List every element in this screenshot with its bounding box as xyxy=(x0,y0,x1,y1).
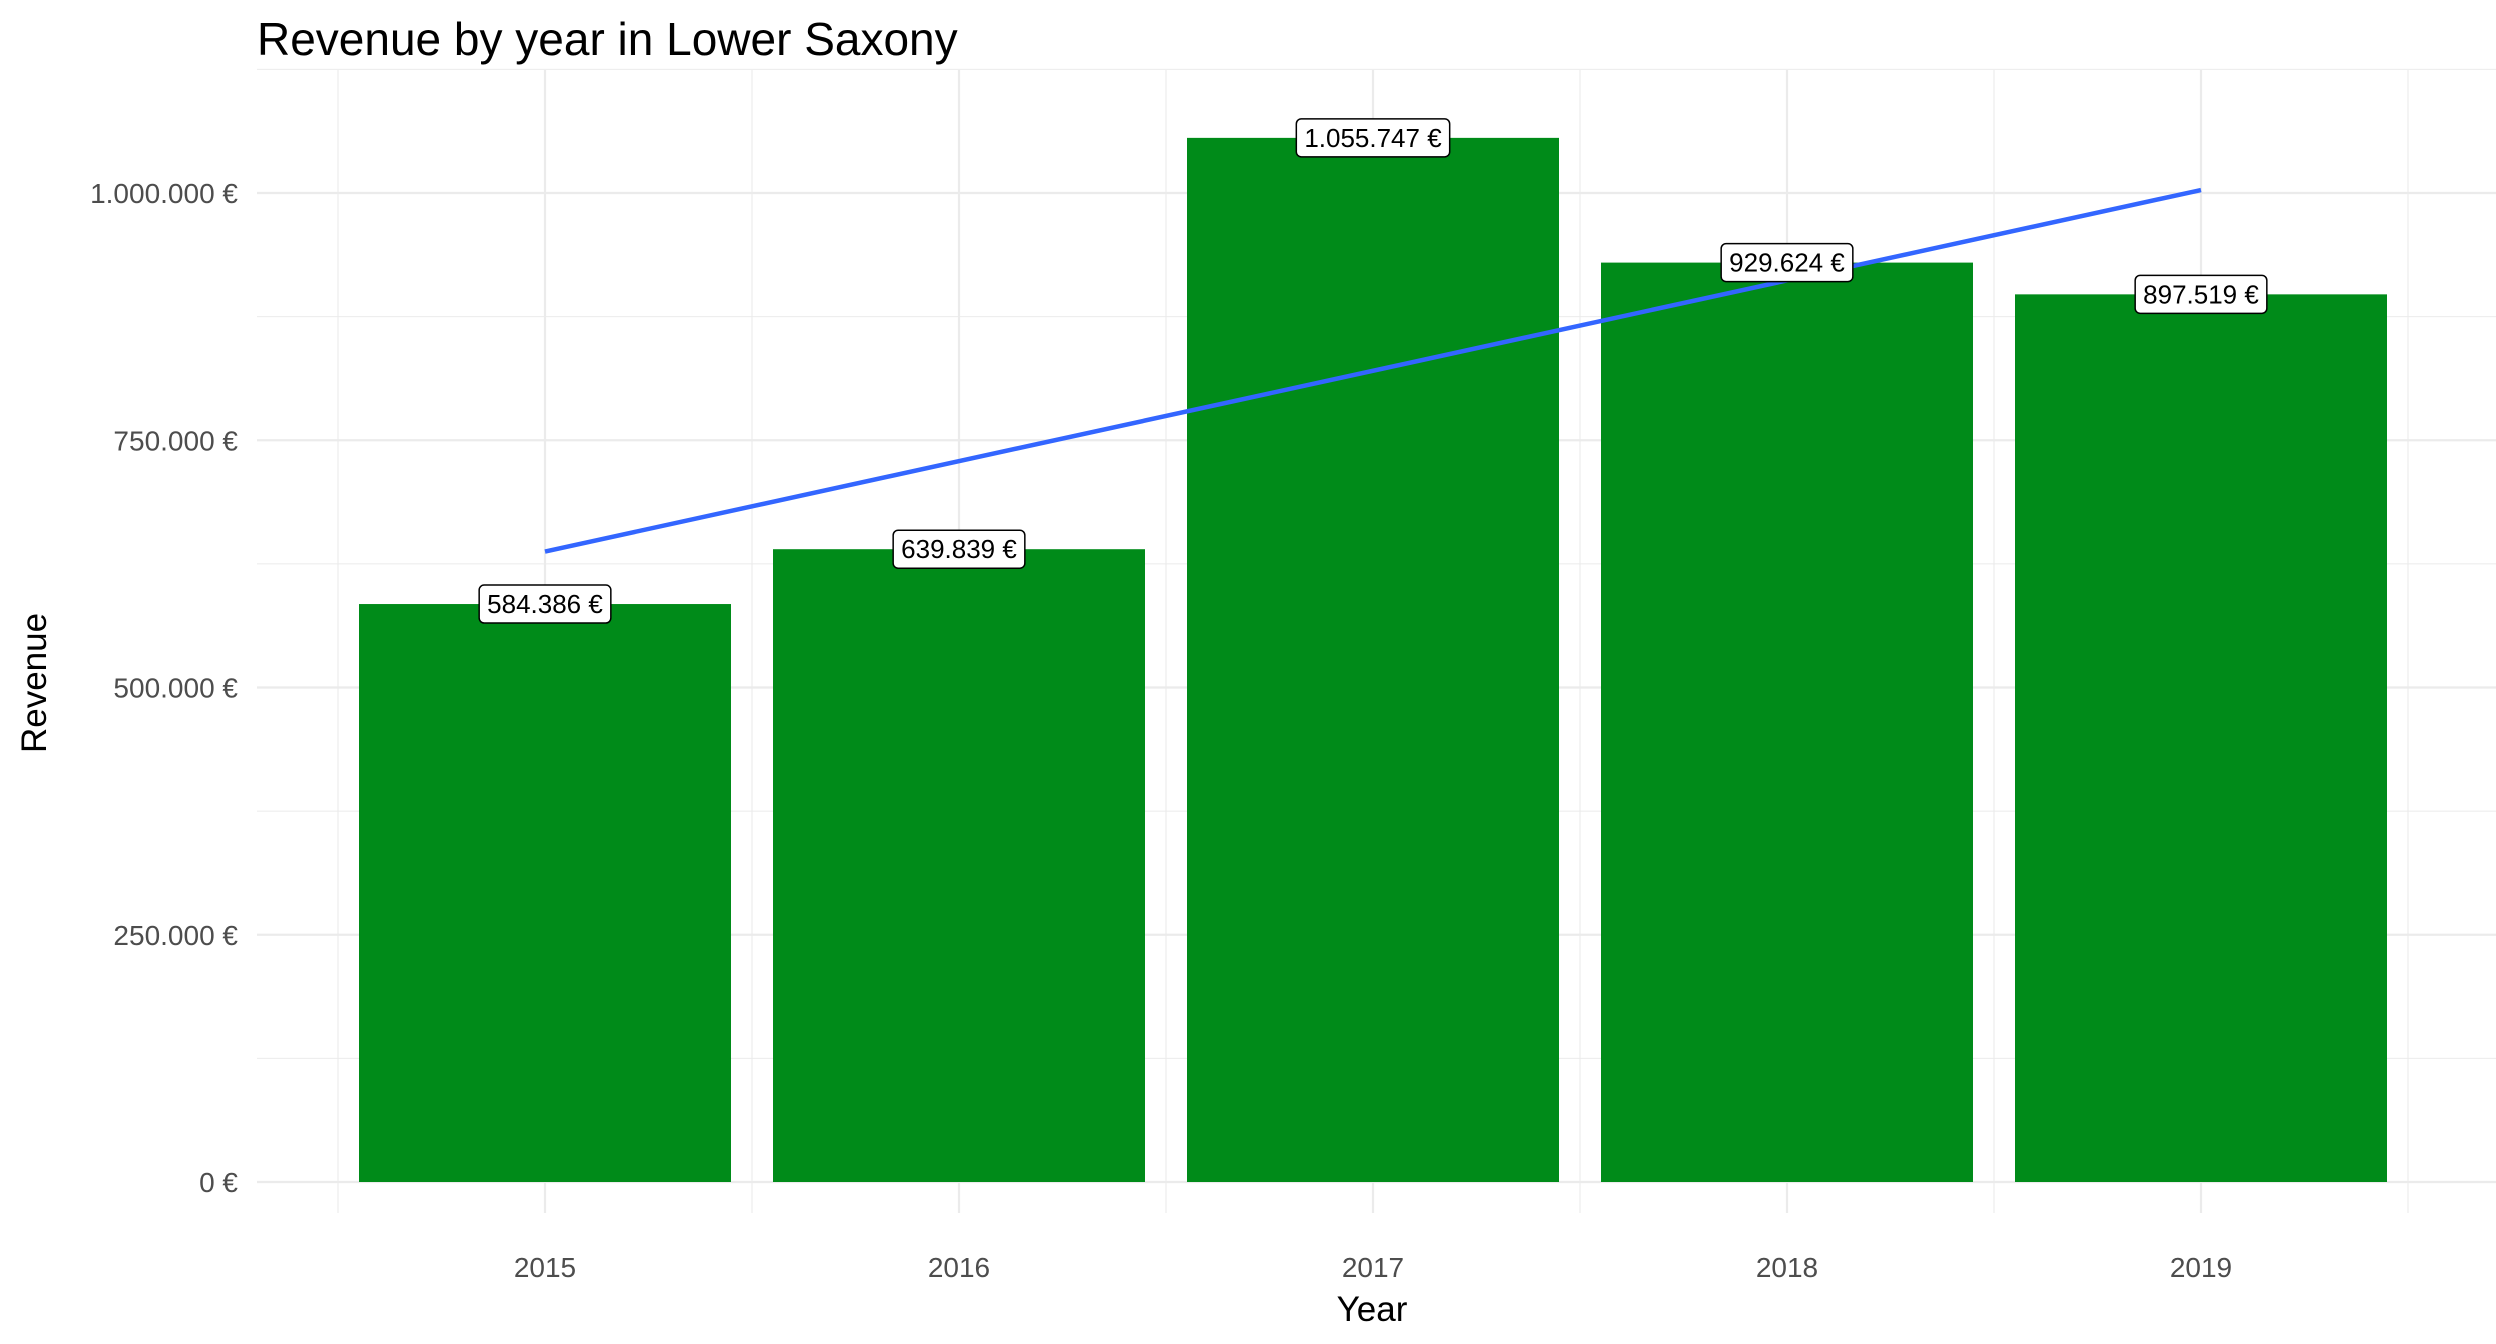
data-label-box xyxy=(892,529,1026,569)
y-tick-label: 0 € xyxy=(199,1167,238,1198)
data-label-2019: 897.519 € xyxy=(2134,274,2268,315)
y-tick-labels: 0 € 250.000 € 500.000 € 750.000 € 1.000.000 … xyxy=(90,178,238,1198)
bar-2015 xyxy=(359,604,731,1182)
y-tick-label: 250.000 € xyxy=(113,920,238,951)
chart-title: Revenue by year in Lower Saxony xyxy=(257,13,958,65)
bar-2018 xyxy=(1601,262,1973,1182)
bar-2019 xyxy=(2015,294,2387,1182)
data-label-box xyxy=(2134,274,2268,315)
data-label-2016: 639.839 € xyxy=(892,529,1026,569)
bar-2016 xyxy=(773,549,1145,1182)
x-tick-labels: 2015 2016 2017 2018 2019 xyxy=(514,1252,2232,1283)
bar-2017 xyxy=(1187,137,1559,1182)
data-label-text: 639.839 € xyxy=(901,534,1017,564)
data-labels-group: 584.386 € 639.839 € 1.055.747 € 929.624 € 89… xyxy=(478,118,2268,624)
data-label-2018: 929.624 € xyxy=(1720,242,1854,283)
x-tick-label: 2019 xyxy=(2170,1252,2232,1283)
data-label-text: 897.519 € xyxy=(2143,279,2259,309)
x-axis-title: Year xyxy=(1337,1290,1408,1329)
data-label-box xyxy=(478,584,612,624)
data-label-text: 929.624 € xyxy=(1729,248,1845,278)
data-label-2015: 584.386 € xyxy=(478,584,612,624)
y-axis-title: Revenue xyxy=(15,613,54,753)
x-tick-label: 2016 xyxy=(928,1252,990,1283)
x-tick-label: 2017 xyxy=(1342,1252,1404,1283)
data-label-text: 1.055.747 € xyxy=(1304,123,1442,153)
data-label-text: 584.386 € xyxy=(487,589,603,619)
x-tick-label: 2015 xyxy=(514,1252,576,1283)
y-tick-label: 750.000 € xyxy=(113,425,238,456)
data-label-box xyxy=(1295,118,1451,158)
y-tick-label: 500.000 € xyxy=(113,673,238,704)
bars-group xyxy=(359,137,2387,1182)
y-tick-label: 1.000.000 € xyxy=(90,178,238,209)
data-label-box xyxy=(1720,242,1854,283)
trend-line-group xyxy=(544,187,2202,554)
data-label-2017: 1.055.747 € xyxy=(1295,118,1451,158)
trend-line xyxy=(544,187,2202,554)
x-tick-label: 2018 xyxy=(1756,1252,1818,1283)
